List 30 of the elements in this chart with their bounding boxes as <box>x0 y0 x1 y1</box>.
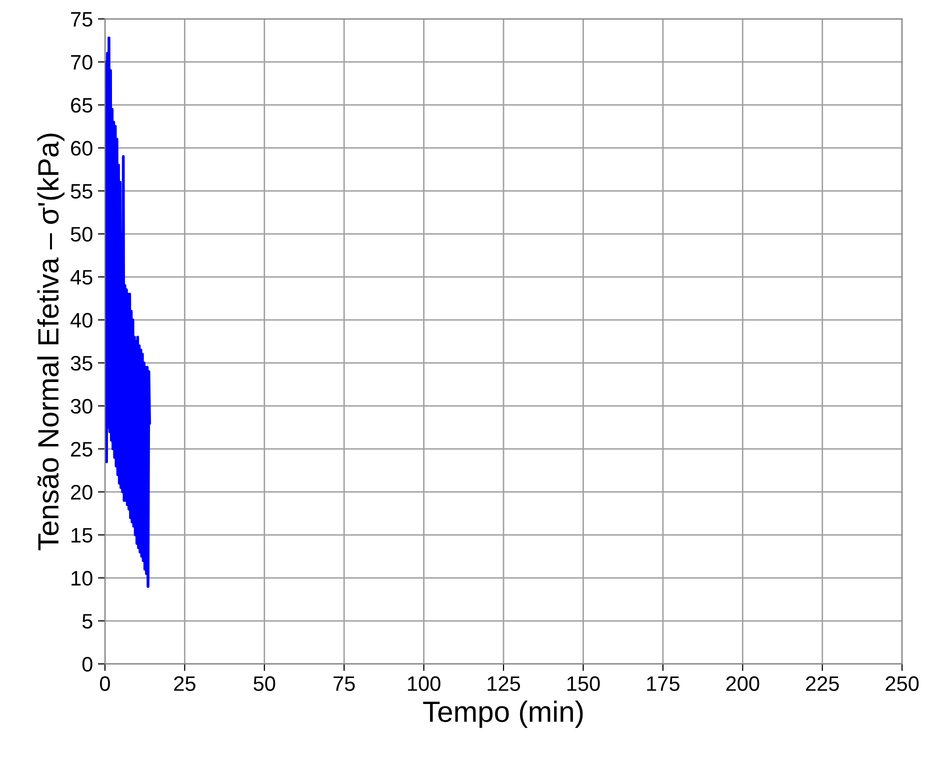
x-tick-label: 175 <box>647 676 680 691</box>
x-axis-title: Tempo (min) <box>423 700 583 728</box>
x-tick-label: 75 <box>334 676 355 691</box>
x-tick-label: 225 <box>806 676 839 691</box>
y-tick-label: 70 <box>71 54 92 70</box>
y-tick-label: 30 <box>70 398 92 414</box>
x-tick-label: 150 <box>567 676 600 691</box>
y-tick-label: 35 <box>70 356 92 371</box>
x-tick-label: 100 <box>408 676 440 691</box>
y-tick-label: 60 <box>71 140 92 156</box>
y-tick-label: 5 <box>82 614 92 629</box>
line-series <box>104 36 152 588</box>
y-tick-label: 55 <box>70 184 92 199</box>
x-tick-label: 200 <box>726 676 760 691</box>
y-tick-label: 15 <box>72 528 92 543</box>
y-tick-label: 50 <box>70 226 92 242</box>
y-tick-label: 10 <box>72 570 92 586</box>
y-tick-label: 40 <box>70 312 92 328</box>
y-axis-title: Tensão Normal Efetiva – σ'(kPa) <box>37 134 64 550</box>
x-tick-label: 50 <box>254 676 276 691</box>
y-tick-label: 65 <box>71 98 92 113</box>
y-tick-label: 0 <box>82 656 92 672</box>
x-tick-label: 250 <box>886 676 919 691</box>
x-tick-label: 25 <box>174 676 196 691</box>
y-tick-label: 75 <box>71 12 92 27</box>
y-tick-label: 20 <box>71 484 92 500</box>
y-tick-label: 45 <box>70 270 92 285</box>
x-tick-label: 0 <box>100 676 110 691</box>
y-tick-label: 25 <box>71 442 92 457</box>
x-tick-label: 125 <box>488 676 520 691</box>
